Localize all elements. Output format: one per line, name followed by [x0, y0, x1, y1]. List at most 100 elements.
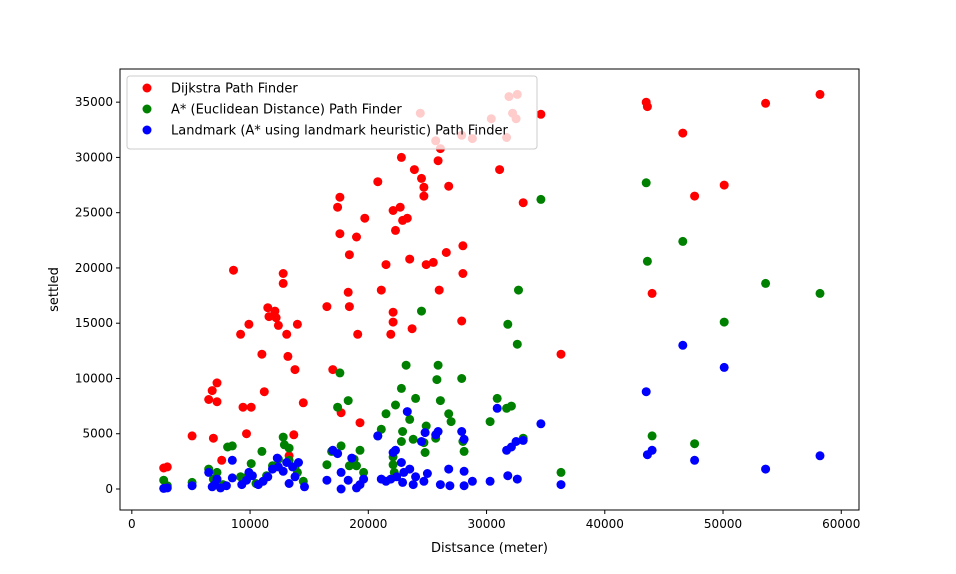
point-series-2	[336, 484, 346, 494]
legend-label: Landmark (A* using landmark heuristic) P…	[171, 124, 508, 139]
point-series-0	[244, 319, 254, 329]
point-series-2	[290, 472, 300, 482]
point-series-1	[352, 461, 361, 471]
point-series-0	[335, 192, 345, 202]
point-series-2	[343, 475, 353, 485]
y-axis-label: settled	[47, 267, 62, 312]
point-series-0	[264, 312, 274, 322]
point-series-0	[212, 397, 222, 407]
point-series-0	[355, 418, 365, 428]
legend-label: Dijkstra Path Finder	[171, 82, 298, 97]
y-tick-label: 30000	[75, 150, 113, 164]
point-series-1	[246, 459, 256, 469]
point-series-0	[419, 182, 429, 192]
point-series-2	[212, 474, 222, 484]
point-series-0	[458, 269, 468, 278]
point-series-1	[388, 460, 398, 470]
point-series-0	[204, 395, 214, 404]
point-series-0	[246, 402, 256, 412]
point-series-1	[411, 393, 421, 403]
point-series-1	[355, 445, 365, 455]
point-series-2	[457, 427, 467, 436]
point-series-1	[492, 393, 502, 403]
point-series-0	[434, 285, 444, 295]
point-series-1	[396, 383, 406, 393]
point-series-2	[678, 340, 688, 350]
point-series-1	[446, 417, 456, 427]
point-series-0	[518, 198, 528, 208]
point-series-1	[284, 443, 294, 453]
point-series-0	[298, 398, 308, 408]
point-series-0	[207, 386, 217, 396]
point-series-1	[433, 360, 443, 370]
point-series-1	[408, 434, 418, 444]
point-series-1	[322, 460, 332, 470]
y-tick-label: 25000	[75, 206, 113, 220]
point-series-2	[459, 466, 469, 476]
point-series-0	[343, 287, 353, 297]
point-series-1	[335, 368, 345, 378]
point-series-2	[336, 467, 346, 477]
point-series-2	[396, 458, 406, 467]
point-series-2	[467, 476, 477, 486]
point-series-0	[388, 317, 398, 327]
point-series-2	[485, 476, 495, 486]
point-series-2	[419, 476, 429, 486]
point-series-2	[459, 434, 469, 444]
point-series-2	[815, 451, 825, 461]
point-series-0	[441, 248, 451, 257]
point-series-0	[388, 307, 398, 317]
legend-marker	[142, 104, 152, 114]
point-series-0	[388, 206, 398, 215]
point-series-1	[690, 439, 700, 449]
point-series-0	[495, 165, 505, 175]
point-series-2	[263, 472, 273, 482]
point-series-0	[421, 260, 431, 270]
point-series-2	[322, 475, 332, 485]
point-series-0	[419, 191, 429, 201]
point-series-2	[204, 467, 214, 477]
point-series-0	[236, 329, 246, 339]
point-series-2	[221, 481, 231, 491]
point-series-1	[444, 409, 454, 419]
point-series-1	[678, 236, 688, 246]
point-series-0	[417, 173, 426, 183]
y-axis-ticks: 0 5000 10000 15000 20000 25000 30000 35000	[75, 95, 120, 496]
point-series-2	[556, 480, 566, 490]
y-tick-label: 15000	[75, 316, 113, 330]
point-series-1	[212, 467, 222, 477]
point-series-2	[690, 455, 700, 465]
point-series-2	[405, 464, 415, 474]
y-tick-label: 35000	[75, 95, 113, 109]
point-series-1	[485, 417, 495, 427]
x-tick-label: 50000	[704, 517, 742, 531]
point-series-2	[641, 387, 651, 397]
x-tick-label: 30000	[467, 517, 505, 531]
point-series-1	[512, 339, 522, 349]
x-tick-label: 40000	[586, 517, 624, 531]
point-series-1	[420, 448, 430, 457]
point-series-1	[333, 402, 343, 412]
point-series-2	[761, 464, 771, 474]
point-series-0	[259, 387, 269, 397]
legend-marker	[142, 83, 152, 93]
point-series-0	[344, 250, 354, 260]
y-tick-label: 10000	[75, 371, 113, 385]
point-series-0	[257, 349, 267, 359]
point-series-0	[212, 378, 222, 388]
point-series-2	[359, 474, 369, 484]
point-series-2	[459, 481, 469, 491]
point-series-2	[347, 453, 357, 463]
x-axis-ticks: 0 10000 20000 30000 40000 50000 60000	[128, 510, 860, 531]
point-series-0	[381, 260, 391, 270]
point-series-1	[336, 441, 346, 451]
point-series-0	[242, 429, 251, 439]
point-series-2	[417, 437, 426, 446]
point-series-0	[289, 430, 299, 440]
point-series-0	[376, 285, 386, 295]
point-series-0	[536, 109, 546, 119]
point-series-2	[518, 435, 528, 445]
point-series-0	[333, 202, 343, 212]
point-series-0	[391, 225, 400, 235]
point-series-2	[422, 469, 432, 478]
